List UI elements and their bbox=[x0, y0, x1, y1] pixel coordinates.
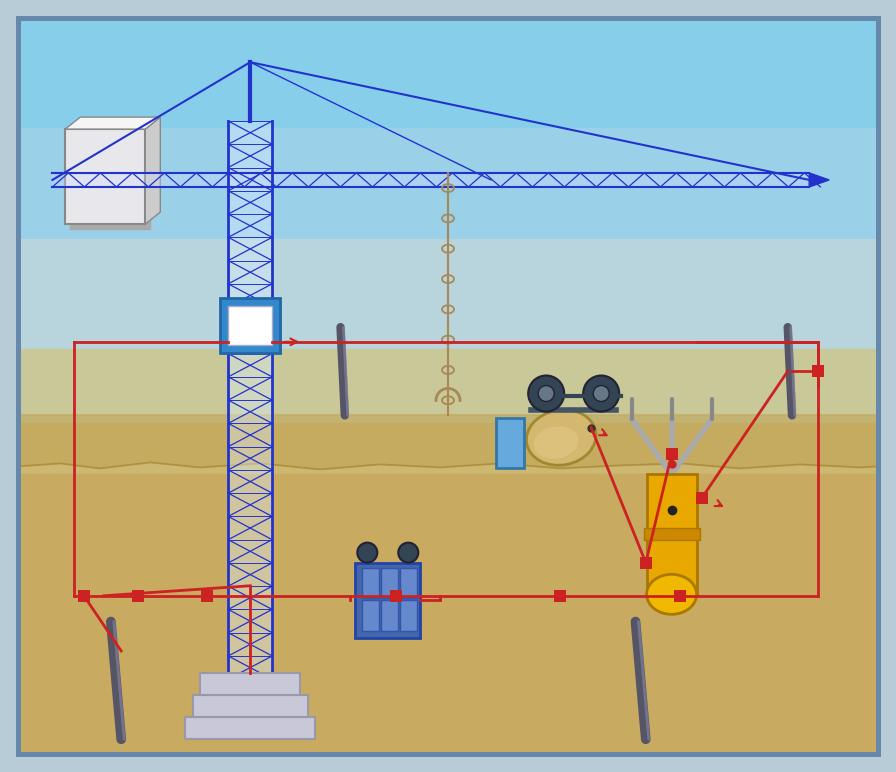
Polygon shape bbox=[65, 117, 160, 129]
Bar bbox=[18, 496, 878, 754]
Bar bbox=[362, 567, 379, 598]
Ellipse shape bbox=[527, 410, 596, 466]
Bar bbox=[647, 474, 696, 594]
Circle shape bbox=[358, 543, 377, 563]
Bar bbox=[496, 418, 524, 468]
Bar bbox=[18, 349, 878, 423]
Bar bbox=[382, 567, 399, 598]
Ellipse shape bbox=[534, 426, 579, 459]
Circle shape bbox=[529, 375, 564, 411]
Bar bbox=[193, 696, 307, 717]
Bar bbox=[362, 600, 379, 631]
Polygon shape bbox=[145, 117, 160, 224]
Bar bbox=[401, 567, 418, 598]
Bar bbox=[18, 18, 878, 128]
Bar bbox=[228, 306, 272, 344]
Bar bbox=[18, 239, 878, 349]
Bar bbox=[185, 717, 315, 740]
Bar bbox=[382, 600, 399, 631]
Bar bbox=[18, 474, 878, 754]
Bar bbox=[643, 528, 700, 540]
Bar bbox=[401, 600, 418, 631]
Circle shape bbox=[399, 543, 418, 563]
Polygon shape bbox=[809, 173, 829, 187]
Bar bbox=[220, 298, 280, 353]
Bar bbox=[18, 128, 878, 239]
Circle shape bbox=[593, 385, 609, 401]
Bar bbox=[65, 129, 145, 224]
Bar bbox=[356, 563, 420, 638]
Ellipse shape bbox=[647, 574, 696, 615]
Bar bbox=[18, 423, 878, 496]
Bar bbox=[70, 134, 151, 229]
Circle shape bbox=[583, 375, 619, 411]
Bar bbox=[200, 673, 300, 696]
Circle shape bbox=[538, 385, 555, 401]
